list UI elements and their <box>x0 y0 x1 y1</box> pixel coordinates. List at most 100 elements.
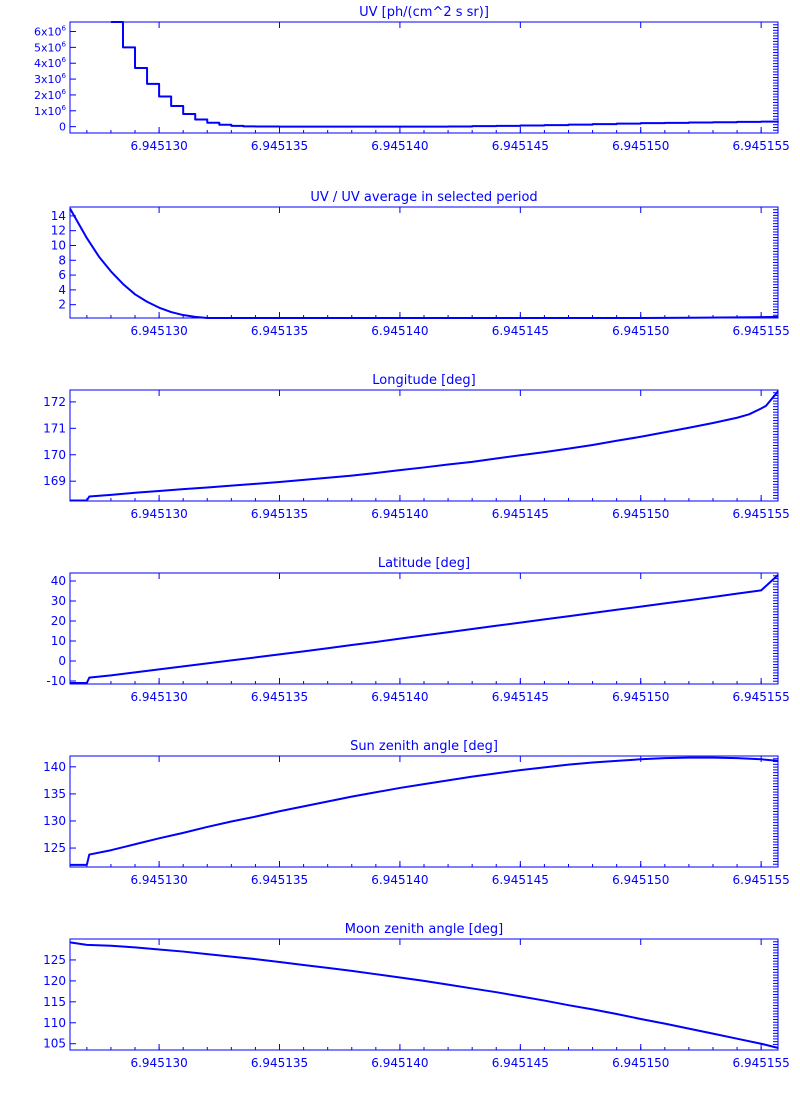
y-tick-label: 20 <box>51 614 66 628</box>
x-tick-label: 6.945140 <box>371 324 428 338</box>
x-tick-label: 6.945155 <box>733 139 790 153</box>
x-tick-label: 6.945130 <box>130 139 187 153</box>
y-tick-label: 6x106 <box>34 25 67 39</box>
chart-title: Sun zenith angle [deg] <box>350 739 498 754</box>
series-line <box>69 207 779 319</box>
x-tick-label: 6.945145 <box>492 873 549 887</box>
y-tick-label: 4 <box>58 283 66 297</box>
y-tick-label: 1x106 <box>34 104 67 118</box>
x-tick-label: 6.945150 <box>612 507 669 521</box>
y-tick-label: 30 <box>51 594 66 608</box>
y-tick-label: 171 <box>43 421 66 435</box>
y-tick-label: 130 <box>43 814 66 828</box>
panel-uv-ratio: UV / UV average in selected period 6.9451… <box>51 190 790 338</box>
panel-moon-zenith: Moon zenith angle [deg] 6.945130 6.945135 6… <box>43 922 790 1070</box>
x-tick-label: 6.945135 <box>251 139 308 153</box>
chart-title: UV [ph/(cm^2 s sr)] <box>359 5 489 20</box>
y-tick-exponent: 6 <box>62 88 67 96</box>
x-tick-label: 6.945150 <box>612 690 669 704</box>
y-tick-label: 12 <box>51 224 66 238</box>
x-tick-label: 6.945130 <box>130 690 187 704</box>
x-tick-label: 6.945155 <box>733 1056 790 1070</box>
chart-title: Moon zenith angle [deg] <box>345 922 503 937</box>
y-tick-mantissa: 4x10 <box>34 57 62 70</box>
y-tick-label: 115 <box>43 995 66 1009</box>
y-tick-label: 172 <box>43 395 66 409</box>
y-tick-exponent: 6 <box>62 104 67 112</box>
series-line <box>70 574 779 684</box>
y-tick-label: 4x106 <box>34 56 67 70</box>
x-tick-label: 6.945140 <box>371 873 428 887</box>
y-tick-mantissa: 2x10 <box>34 89 62 102</box>
x-tick-label: 6.945155 <box>733 690 790 704</box>
y-tick-label: 2 <box>58 298 66 312</box>
x-tick-label: 6.945145 <box>492 1056 549 1070</box>
chart-title: Longitude [deg] <box>372 373 475 388</box>
x-tick-label: 6.945130 <box>130 1056 187 1070</box>
y-tick-label: 14 <box>51 209 66 223</box>
x-tick-label: 6.945135 <box>251 324 308 338</box>
y-tick-label: 110 <box>43 1016 66 1030</box>
x-tick-label: 6.945130 <box>130 324 187 338</box>
x-tick-label: 6.945130 <box>130 873 187 887</box>
y-tick-label: 120 <box>43 974 66 988</box>
y-tick-exponent: 6 <box>62 72 67 80</box>
y-tick-label: 8 <box>58 253 66 267</box>
y-tick-label: 169 <box>43 474 66 488</box>
x-tick-label: 6.945135 <box>251 873 308 887</box>
y-tick-label: 0 <box>58 654 66 668</box>
x-tick-label: 6.945135 <box>251 1056 308 1070</box>
x-tick-label: 6.945135 <box>251 690 308 704</box>
y-tick-mantissa: 6x10 <box>34 26 62 39</box>
chart-title: Latitude [deg] <box>378 556 470 571</box>
x-tick-label: 6.945145 <box>492 324 549 338</box>
panel-longitude: Longitude [deg] 6.945130 6.945135 6.945140 6… <box>43 373 790 521</box>
y-tick-exponent: 6 <box>62 40 67 48</box>
y-tick-label: 2x106 <box>34 88 67 102</box>
y-tick-label: 40 <box>51 574 66 588</box>
y-tick-label: 135 <box>43 787 66 801</box>
panel-sun-zenith: Sun zenith angle [deg] 6.945130 6.945135 6.… <box>43 739 790 887</box>
x-tick-label: 6.945150 <box>612 139 669 153</box>
x-tick-label: 6.945135 <box>251 507 308 521</box>
series-line <box>70 390 779 502</box>
x-tick-label: 6.945145 <box>492 690 549 704</box>
x-tick-label: 6.945150 <box>612 1056 669 1070</box>
y-tick-label: 125 <box>43 953 66 967</box>
x-tick-label: 6.945140 <box>371 690 428 704</box>
y-tick-label: 10 <box>51 238 66 252</box>
x-tick-label: 6.945155 <box>733 873 790 887</box>
series-line <box>110 21 779 128</box>
x-tick-label: 6.945140 <box>371 139 428 153</box>
y-tick-label: 140 <box>43 760 66 774</box>
y-tick-exponent: 6 <box>62 25 67 33</box>
x-tick-label: 6.945150 <box>612 873 669 887</box>
y-tick-mantissa: 3x10 <box>34 73 62 86</box>
x-tick-label: 6.945155 <box>733 507 790 521</box>
x-tick-label: 6.945140 <box>371 1056 428 1070</box>
y-tick-mantissa: 5x10 <box>34 41 62 54</box>
panel-uv: UV [ph/(cm^2 s sr)] 6.945130 6.945135 6.945… <box>34 5 790 153</box>
chart-title: UV / UV average in selected period <box>310 190 537 205</box>
y-tick-mantissa: 0 <box>59 121 66 134</box>
y-tick-mantissa: 1x10 <box>34 105 62 118</box>
y-tick-label: 5x106 <box>34 40 67 54</box>
x-tick-label: 6.945145 <box>492 139 549 153</box>
y-tick-exponent: 6 <box>62 56 67 64</box>
x-tick-label: 6.945140 <box>371 507 428 521</box>
y-tick-label: 170 <box>43 448 66 462</box>
y-tick-label: 0 <box>59 121 66 134</box>
y-tick-label: -10 <box>46 674 66 688</box>
y-tick-label: 3x106 <box>34 72 67 86</box>
series-line <box>70 756 779 866</box>
y-tick-label: 10 <box>51 634 66 648</box>
x-tick-label: 6.945145 <box>492 507 549 521</box>
x-tick-label: 6.945150 <box>612 324 669 338</box>
y-tick-label: 105 <box>43 1037 66 1051</box>
panel-latitude: Latitude [deg] 6.945130 6.945135 6.945140 6.… <box>46 556 789 704</box>
y-tick-label: 6 <box>58 268 66 282</box>
y-tick-label: 125 <box>43 841 66 855</box>
x-tick-label: 6.945155 <box>733 324 790 338</box>
